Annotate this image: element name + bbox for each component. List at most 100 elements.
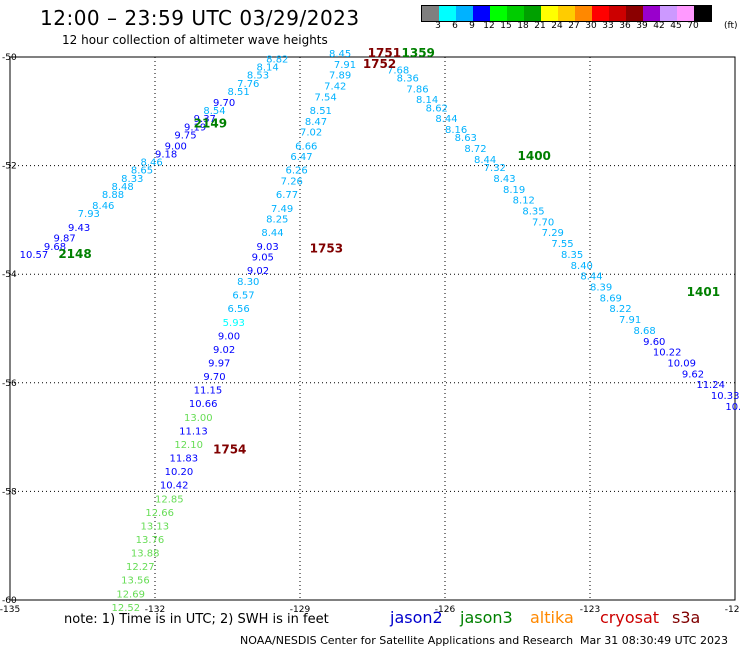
swh-value-label: 8.88 <box>102 190 124 201</box>
swh-value-label: 8.44 <box>261 228 283 239</box>
track-time-label: 1752 <box>363 57 396 71</box>
legend-cryosat: cryosat <box>600 608 660 627</box>
swh-value-label: 7.86 <box>406 84 428 95</box>
swh-value-label: 6.26 <box>286 166 308 177</box>
swh-value-label: 7.54 <box>315 92 337 103</box>
colorbar-tick-label: 39 <box>636 21 648 31</box>
track-time-label: 2149 <box>194 117 227 131</box>
swh-value-label: 11.83 <box>170 454 199 465</box>
swh-value-label: 9.43 <box>68 223 90 234</box>
swh-value-label: 7.70 <box>532 217 554 228</box>
swh-value-label: 9.97 <box>208 359 230 370</box>
colorbar-tick-label: 6 <box>452 21 458 31</box>
swh-value-label: 8.44 <box>435 114 457 125</box>
swh-value-label: 11.15 <box>194 386 223 397</box>
swh-value-label: 8.53 <box>247 71 269 82</box>
colorbar-tick-label: 15 <box>500 21 512 31</box>
colorbar-swatch <box>422 6 439 21</box>
swh-value-label: 8.47 <box>305 117 327 128</box>
swh-value-label: 10.09 <box>667 359 696 370</box>
y-tick-label: -50 <box>2 53 17 63</box>
swh-value-label: 7.32 <box>484 163 506 174</box>
x-tick-label: -123 <box>580 605 600 615</box>
timestamp-text: Mar 31 08:30:49 UTC 2023 <box>580 634 728 647</box>
swh-value-label: 7.76 <box>237 79 259 90</box>
swh-value-label: 9.60 <box>643 337 665 348</box>
swh-value-label: 9.00 <box>165 141 187 152</box>
swh-value-label: 7.49 <box>271 204 293 215</box>
swh-value-label: 12.69 <box>116 589 145 600</box>
track-time-label: 2148 <box>58 247 91 261</box>
colorbar-swatch <box>626 6 643 21</box>
swh-value-label: 9.70 <box>213 98 235 109</box>
x-tick-label: -126 <box>435 605 456 615</box>
swh-value-label: 8.69 <box>600 293 622 304</box>
swh-value-label: 8.54 <box>203 106 225 117</box>
swh-value-label: 8.22 <box>609 304 631 315</box>
colorbar-tick-label: 33 <box>602 21 614 31</box>
map-frame <box>9 56 736 601</box>
swh-value-label: 8.43 <box>493 174 515 185</box>
swh-value-label: 8.45 <box>329 49 351 60</box>
x-tick-label: -129 <box>290 605 311 615</box>
swh-value-label: 8.72 <box>464 144 486 155</box>
track-time-label: 1359 <box>402 46 435 60</box>
swh-value-label: 8.48 <box>112 182 134 193</box>
colorbar-tick-label: 42 <box>653 21 665 31</box>
swh-value-label: 8.14 <box>257 63 279 74</box>
swh-value-label: 7.93 <box>78 209 100 220</box>
x-tick-label: -132 <box>145 605 165 615</box>
swh-value-label: 7.42 <box>324 82 346 93</box>
swh-value-label: 10.66 <box>189 399 218 410</box>
colorbar-swatch <box>677 6 694 21</box>
colorbar-tick-label: 21 <box>534 21 546 31</box>
swh-value-label: 8.40 <box>571 261 593 272</box>
track-time-label: 1754 <box>213 442 246 456</box>
y-tick-label: -54 <box>2 270 17 280</box>
colorbar-tick-label: 30 <box>585 21 597 31</box>
colorbar-swatch <box>609 6 626 21</box>
colorbar-unit: (ft) <box>724 21 738 31</box>
swh-value-label: 8.35 <box>522 206 544 217</box>
colorbar-swatch <box>558 6 575 21</box>
swh-value-label: 7.68 <box>387 65 409 76</box>
swh-value-label: 9.05 <box>252 253 274 264</box>
swh-value-label: 10.20 <box>165 467 194 478</box>
colorbar-swatch <box>541 6 558 21</box>
swh-value-label: 9.75 <box>174 130 196 141</box>
swh-value-label: 8.51 <box>310 106 332 117</box>
colorbar-tick-label: 24 <box>551 21 563 31</box>
swh-value-label: 7.91 <box>619 315 641 326</box>
colorbar-tick-label: 12 <box>483 21 495 31</box>
swh-value-label: 12.85 <box>155 494 184 505</box>
swh-value-label: 13.88 <box>131 549 160 560</box>
swh-value-label: 6.47 <box>290 152 312 163</box>
colorbar-swatch <box>507 6 524 21</box>
page-title: 12:00 – 23:59 UTC 03/29/2023 <box>40 6 360 30</box>
swh-value-label: 9.19 <box>184 122 206 133</box>
swh-value-label: 9.18 <box>155 149 177 160</box>
swh-value-label: 8.35 <box>561 250 583 261</box>
colorbar-tick-label: 27 <box>568 21 580 31</box>
swh-value-label: 12.66 <box>145 508 174 519</box>
track-time-label: 1400 <box>518 149 551 163</box>
swh-value-label: 10. <box>725 402 740 413</box>
colorbar-tick-label: 45 <box>670 21 682 31</box>
colorbar-swatch <box>456 6 473 21</box>
swh-value-label: 8.51 <box>228 87 250 98</box>
swh-value-label: 8.19 <box>503 185 525 196</box>
swh-value-label: 7.91 <box>334 60 356 71</box>
swh-value-label: 10.57 <box>20 250 49 261</box>
swh-value-label: 9.37 <box>194 114 216 125</box>
swh-value-label: 11.13 <box>179 426 208 437</box>
colorbar-tick-label: 9 <box>469 21 475 31</box>
swh-value-label: 9.03 <box>257 242 279 253</box>
legend-altika: altika <box>530 608 574 627</box>
swh-value-label: 13.76 <box>136 535 165 546</box>
swh-value-label: 8.46 <box>92 201 114 212</box>
y-tick-label: -52 <box>2 162 17 172</box>
y-tick-label: -56 <box>2 379 17 389</box>
colorbar-tick-label: 3 <box>435 21 441 31</box>
swh-value-label: 8.44 <box>474 155 496 166</box>
